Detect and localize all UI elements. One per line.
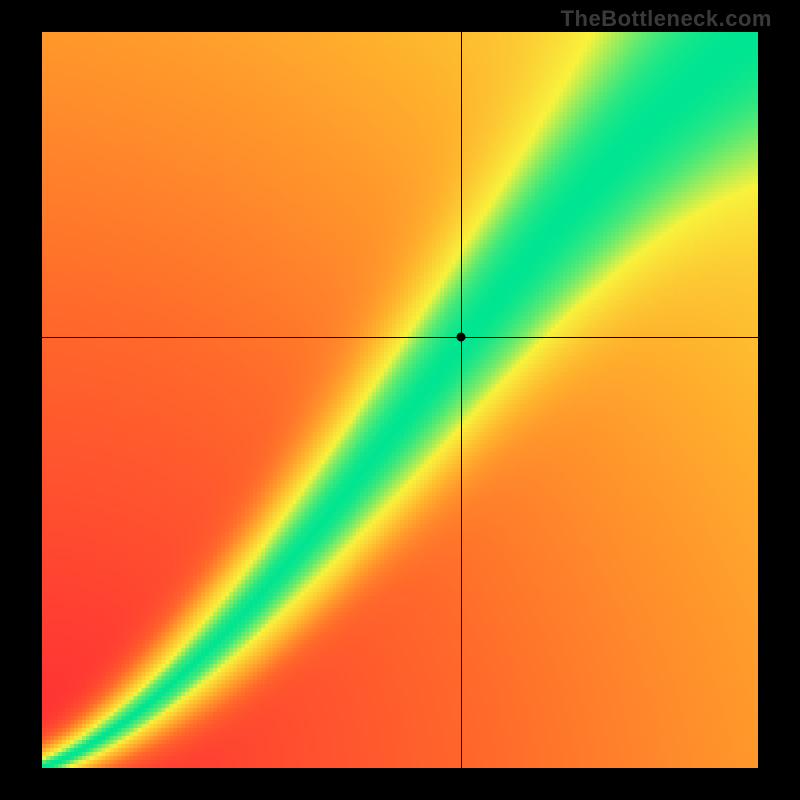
chart-container: TheBottleneck.com [0, 0, 800, 800]
crosshair-vertical [461, 32, 462, 768]
plot-frame [42, 32, 758, 768]
watermark-text: TheBottleneck.com [561, 6, 772, 32]
marker-dot [456, 333, 465, 342]
crosshair-horizontal [42, 337, 758, 338]
heatmap-canvas [42, 32, 758, 768]
